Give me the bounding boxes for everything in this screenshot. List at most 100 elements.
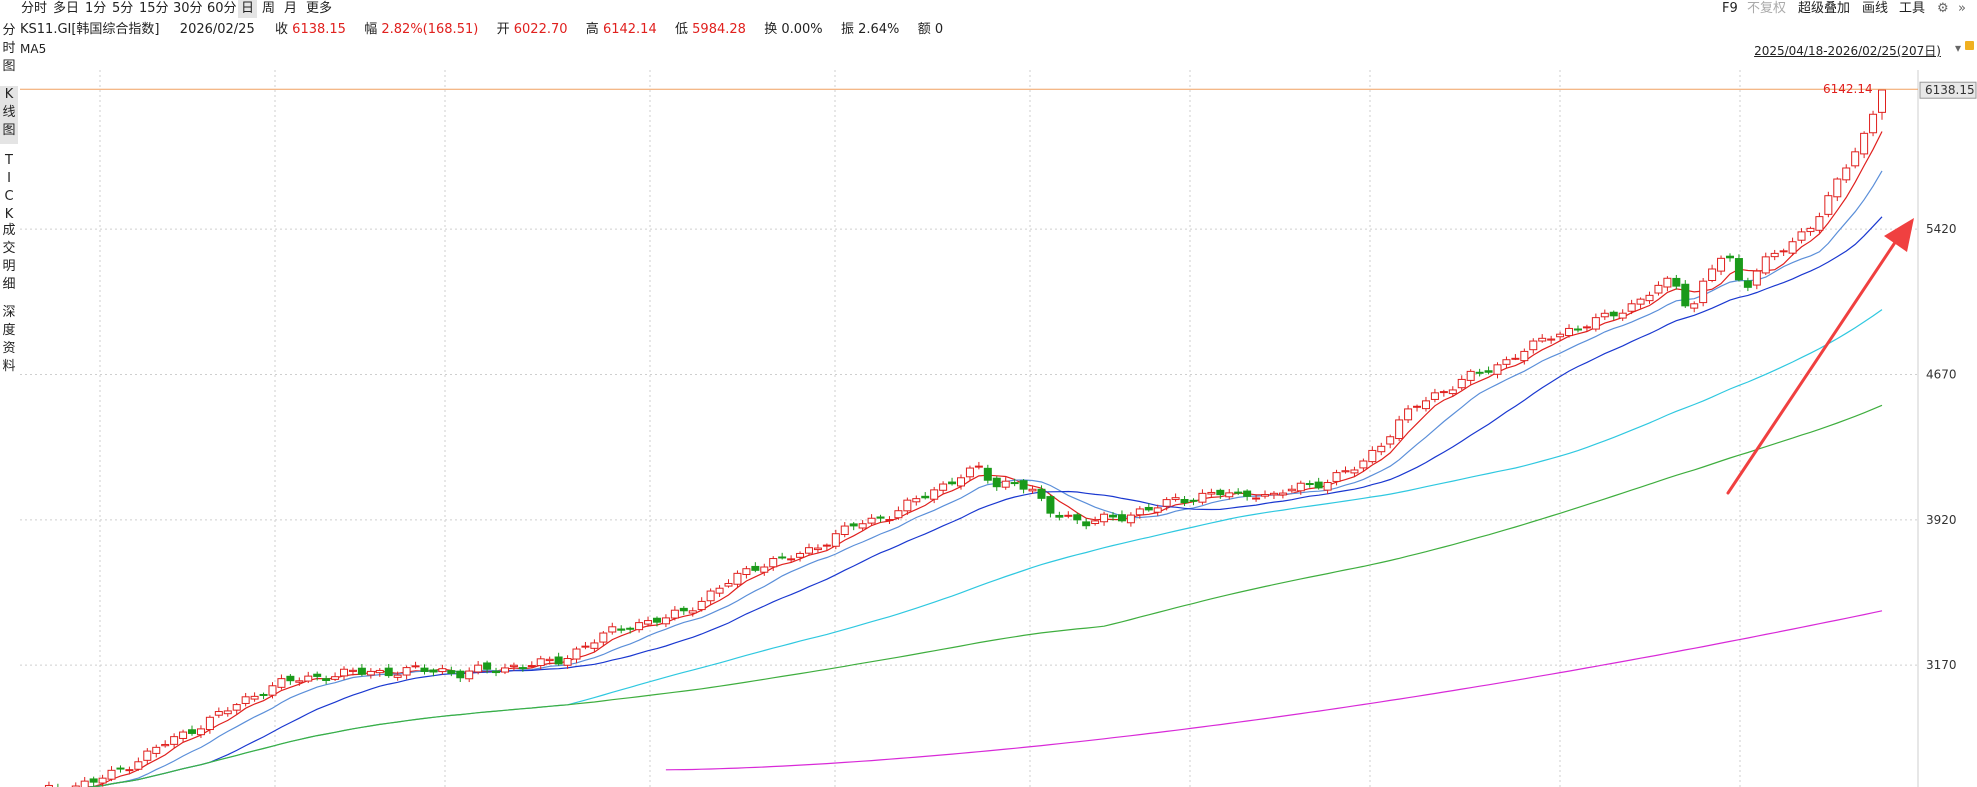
candle-body bbox=[1323, 482, 1332, 491]
tab-trade-detail[interactable]: 成交明细 bbox=[2, 223, 16, 292]
candle-body bbox=[1752, 270, 1761, 286]
period-60min[interactable]: 60分 bbox=[207, 1, 237, 16]
date-range-link[interactable]: 2025/04/18-2026/02/25(207日) bbox=[1754, 44, 1941, 58]
lock-icon[interactable] bbox=[1965, 41, 1974, 50]
candle-body bbox=[1699, 280, 1708, 304]
candle-body bbox=[277, 678, 286, 688]
ma-line bbox=[47, 131, 1883, 787]
candle-body bbox=[1636, 298, 1645, 305]
candle-body bbox=[1126, 514, 1135, 524]
candle-body bbox=[1743, 280, 1752, 288]
candle-body bbox=[939, 483, 948, 491]
candle-body bbox=[1395, 419, 1404, 440]
candle-body bbox=[500, 667, 509, 673]
change-label: 幅 bbox=[364, 22, 378, 37]
candle-body bbox=[965, 467, 974, 478]
candle-body bbox=[724, 582, 733, 587]
candle-body bbox=[760, 566, 769, 573]
candle-body bbox=[1314, 481, 1323, 489]
candle-body bbox=[1109, 514, 1118, 518]
candle-body bbox=[769, 558, 778, 568]
gear-icon[interactable]: ⚙ bbox=[1937, 1, 1949, 16]
candle-body bbox=[948, 481, 957, 485]
period-15min[interactable]: 15分 bbox=[139, 1, 169, 16]
chevron-down-icon[interactable]: ▾ bbox=[1954, 41, 1961, 55]
candle-body bbox=[322, 678, 331, 681]
candle-body bbox=[813, 547, 822, 551]
period-5min[interactable]: 5分 bbox=[112, 1, 134, 16]
candle-body bbox=[1725, 255, 1734, 259]
tab-depth-data[interactable]: 深度资料 bbox=[2, 305, 16, 374]
super-overlay-button[interactable]: 超级叠加 bbox=[1798, 1, 1851, 16]
candle-body bbox=[509, 664, 518, 668]
candle-body bbox=[1475, 371, 1484, 374]
candle-body bbox=[1734, 258, 1743, 281]
trend-arrow-shaft bbox=[1726, 233, 1902, 495]
period-month[interactable]: 月 bbox=[284, 1, 298, 16]
candle-body bbox=[447, 670, 456, 674]
candle-body bbox=[1269, 492, 1278, 496]
candle-body bbox=[125, 769, 134, 772]
candle-body bbox=[992, 477, 1001, 488]
candle-body bbox=[608, 626, 617, 633]
tools-button[interactable]: 工具 bbox=[1899, 1, 1926, 16]
candle-body bbox=[438, 668, 447, 673]
candle-body bbox=[1448, 389, 1457, 395]
candle-body bbox=[1582, 326, 1591, 329]
candle-body bbox=[375, 669, 384, 674]
candle-body bbox=[1341, 470, 1350, 473]
candle-body bbox=[268, 685, 277, 696]
period-intraday[interactable]: 分时 bbox=[21, 1, 48, 16]
candle-body bbox=[1860, 132, 1869, 155]
change-value: 2.82%(168.51) bbox=[381, 22, 479, 37]
candle-body bbox=[1842, 167, 1851, 181]
period-more[interactable]: 更多 bbox=[306, 1, 333, 16]
period-30min[interactable]: 30分 bbox=[173, 1, 203, 16]
candle-body bbox=[1064, 514, 1073, 517]
period-multiday[interactable]: 多日 bbox=[53, 1, 80, 16]
turnover-label: 换 bbox=[764, 22, 778, 37]
candle-body bbox=[1851, 151, 1860, 167]
candle-body bbox=[1198, 492, 1207, 503]
candle-body bbox=[179, 731, 188, 739]
candle-body bbox=[1466, 370, 1475, 381]
candle-body bbox=[1484, 370, 1493, 373]
turnover-value: 0.00% bbox=[781, 22, 823, 37]
candle-body bbox=[232, 704, 241, 711]
low-value: 5984.28 bbox=[692, 22, 746, 37]
candle-body bbox=[1806, 227, 1815, 233]
candle-body bbox=[402, 667, 411, 676]
tab-intraday-chart[interactable]: 分时图 bbox=[2, 23, 16, 74]
ma-line bbox=[47, 309, 1883, 787]
candle-body bbox=[536, 658, 545, 667]
candle-body bbox=[751, 565, 760, 571]
candle-body bbox=[1770, 252, 1779, 258]
y-tick-label: 5420 bbox=[1926, 222, 1957, 236]
candle-body bbox=[1600, 312, 1609, 318]
candle-body bbox=[599, 632, 608, 643]
draw-line-button[interactable]: 画线 bbox=[1862, 1, 1889, 16]
candle-body bbox=[80, 780, 89, 787]
period-1min[interactable]: 1分 bbox=[85, 1, 107, 16]
candle-body bbox=[581, 645, 590, 648]
candle-body bbox=[1779, 250, 1788, 253]
candle-body bbox=[1547, 338, 1556, 341]
candle-body bbox=[1654, 284, 1663, 294]
double-chevron-right-icon[interactable]: » bbox=[1958, 1, 1966, 16]
candle-body bbox=[1493, 364, 1502, 375]
f9-button[interactable]: F9 bbox=[1722, 1, 1738, 16]
quote-info-row: KS11.GI[韩国综合指数] 2026/02/25 收 6138.15 幅 2… bbox=[20, 21, 943, 39]
candle-body bbox=[1815, 216, 1824, 231]
candle-body bbox=[974, 465, 983, 468]
candle-body bbox=[1565, 327, 1574, 337]
candle-body bbox=[1386, 436, 1395, 445]
candle-body bbox=[1511, 357, 1520, 360]
candle-body bbox=[1556, 333, 1565, 338]
period-week[interactable]: 周 bbox=[262, 1, 276, 16]
period-day[interactable]: 日 bbox=[238, 0, 258, 18]
no-adjust-button[interactable]: 不复权 bbox=[1747, 1, 1787, 16]
chart-overlay: 6142.14 6138.15 bbox=[20, 81, 1977, 495]
